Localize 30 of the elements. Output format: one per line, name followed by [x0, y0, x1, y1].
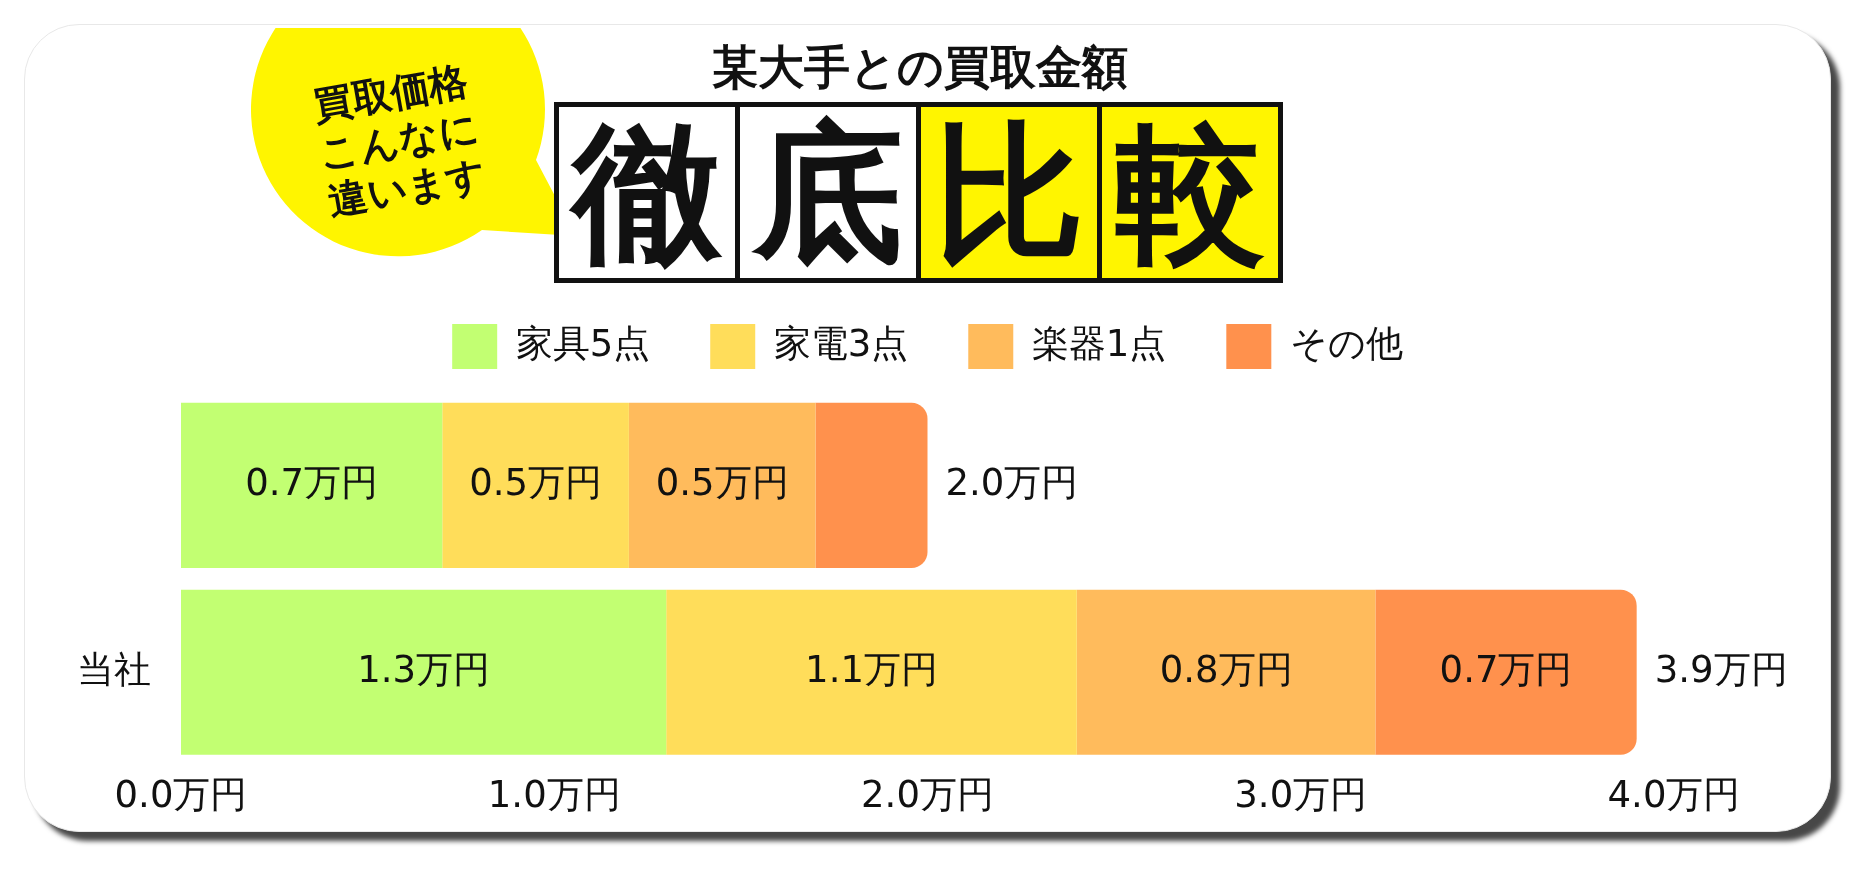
total-label: 2.0万円: [945, 461, 1079, 505]
bar: [628, 402, 816, 568]
bar: [1375, 589, 1637, 755]
data-label: 0.5万円: [469, 461, 603, 505]
bar: [1076, 589, 1376, 755]
legend-label: 楽器1点: [1031, 322, 1167, 366]
bar: [181, 402, 443, 568]
x-tick-label: 2.0万円: [861, 773, 994, 817]
x-tick-label: 3.0万円: [1234, 773, 1368, 817]
legend-label: 家具5点: [515, 322, 651, 366]
legend-label: 家電3点: [773, 322, 909, 366]
bar: [442, 402, 629, 568]
total-label: 3.9万円: [1654, 647, 1788, 691]
x-tick-label: 4.0万円: [1607, 773, 1741, 817]
data-label: 0.5万円: [655, 461, 789, 505]
bar: [815, 402, 928, 568]
text: 買取価格こんなに違います: [308, 56, 491, 226]
chart-subtitle: 某大手との買取金額: [710, 39, 1129, 95]
data-label: 0.7万円: [245, 461, 379, 505]
bar: [666, 589, 1077, 755]
y-tick-label: 当社: [77, 647, 151, 691]
data-label: 0.8万円: [1159, 647, 1293, 691]
bar: [181, 589, 667, 755]
x-tick-label: 0.0万円: [114, 773, 248, 817]
legend-label: その他: [1289, 322, 1403, 366]
x-tick-label: 1.0万円: [487, 773, 621, 817]
data-label: 0.7万円: [1439, 647, 1573, 691]
data-label: 1.3万円: [357, 647, 491, 691]
chart-title: 徹底比較: [568, 105, 1266, 280]
data-label: 1.1万円: [805, 647, 938, 691]
